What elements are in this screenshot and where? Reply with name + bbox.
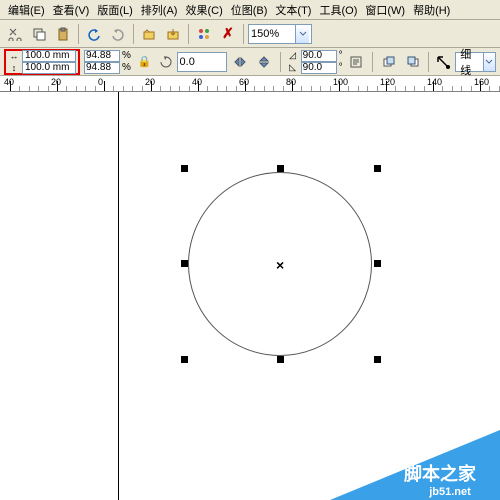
angle-icon: ◿ [287,50,299,61]
to-back-button[interactable] [403,51,423,73]
scale-fields: % % [84,50,131,74]
cross-button[interactable]: ✗ [217,23,239,45]
rotation-input[interactable]: 0.0 [177,52,227,72]
width-input[interactable] [22,50,76,62]
ruler-mark: 120 [380,77,395,87]
undo-button[interactable] [83,23,105,45]
lock-ratio-button[interactable]: 🔒 [135,51,155,73]
menu-help[interactable]: 帮助(H) [409,0,454,20]
menu-arrange[interactable]: 排列(A) [137,0,182,20]
outline-width-combo[interactable]: 细线 [455,52,496,72]
copy-button[interactable] [28,23,50,45]
rotate-icon [159,55,173,69]
ruler-mark: 140 [427,77,442,87]
ruler-mark: 40 [4,77,14,87]
percent-label: % [122,62,131,73]
selection-handle[interactable] [181,356,188,363]
wrap-text-button[interactable] [347,51,367,73]
zoom-combo[interactable] [248,24,312,44]
ruler-mark: 20 [51,77,61,87]
selection-center-icon: × [276,257,284,273]
export-button[interactable] [162,23,184,45]
horizontal-ruler: 40 20 0 20 40 60 80 100 120 140 160 [0,76,500,92]
cut-button[interactable] [4,23,26,45]
ruler-mark: 80 [286,77,296,87]
separator [133,24,134,44]
selection-handle[interactable] [374,356,381,363]
page-edge-line [118,92,119,500]
app-launcher-button[interactable] [193,23,215,45]
watermark-subtitle: jb51.net [429,486,471,498]
menu-view[interactable]: 查看(V) [49,0,94,20]
scale-y-input[interactable] [84,62,120,74]
redo-button[interactable] [107,23,129,45]
zoom-input[interactable] [251,28,295,40]
angle1-input[interactable] [301,50,337,62]
watermark: 脚本之家 jb51.net [330,440,500,500]
paste-button[interactable] [52,23,74,45]
height-input[interactable] [22,62,76,74]
selection-handle[interactable] [277,356,284,363]
ruler-mark: 0 [98,77,103,87]
menu-edit[interactable]: 编辑(E) [4,0,49,20]
scale-x-input[interactable] [84,50,120,62]
selection-handle[interactable] [181,260,188,267]
import-button[interactable] [138,23,160,45]
menu-bar: 编辑(E) 查看(V) 版面(L) 排列(A) 效果(C) 位图(B) 文本(T… [0,0,500,20]
mirror-v-button[interactable] [254,51,274,73]
selection-handle[interactable] [181,165,188,172]
percent-label: % [122,50,131,61]
ruler-mark: 160 [474,77,489,87]
degree-label: ° [339,62,343,73]
width-icon: ↔ [8,51,20,61]
menu-window[interactable]: 窗口(W) [361,0,409,20]
menu-tools[interactable]: 工具(O) [315,0,361,20]
separator [372,52,373,72]
size-fields-highlight: ↔ ↕ [4,49,80,75]
property-bar: ↔ ↕ % % 🔒 0.0 ◿ ° ◺ ° 细线 [0,48,500,76]
separator [243,24,244,44]
angle-fields: ◿ ° ◺ ° [287,50,343,74]
ruler-mark: 40 [192,77,202,87]
outline-width-value: 细线 [456,46,483,78]
selection-handle[interactable] [277,165,284,172]
canvas-area[interactable]: × 脚本之家 jb51.net [0,92,500,500]
watermark-title: 脚本之家 [404,460,476,486]
menu-bitmaps[interactable]: 位图(B) [227,0,272,20]
separator [188,24,189,44]
separator [78,24,79,44]
ruler-mark: 60 [239,77,249,87]
selection-handle[interactable] [374,165,381,172]
mirror-h-button[interactable] [231,51,251,73]
separator [280,52,281,72]
separator [428,52,429,72]
height-icon: ↕ [8,63,20,73]
outline-icon [435,54,451,70]
chevron-down-icon[interactable] [483,53,495,71]
menu-layout[interactable]: 版面(L) [93,0,136,20]
chevron-down-icon[interactable] [295,25,309,43]
selection-handle[interactable] [374,260,381,267]
standard-toolbar: ✗ [0,20,500,48]
to-front-button[interactable] [379,51,399,73]
menu-text[interactable]: 文本(T) [271,0,315,20]
angle-icon: ◺ [287,62,299,73]
ruler-mark: 100 [333,77,348,87]
menu-effects[interactable]: 效果(C) [181,0,226,20]
angle2-input[interactable] [301,62,337,74]
degree-label: ° [339,50,343,61]
ruler-mark: 20 [145,77,155,87]
